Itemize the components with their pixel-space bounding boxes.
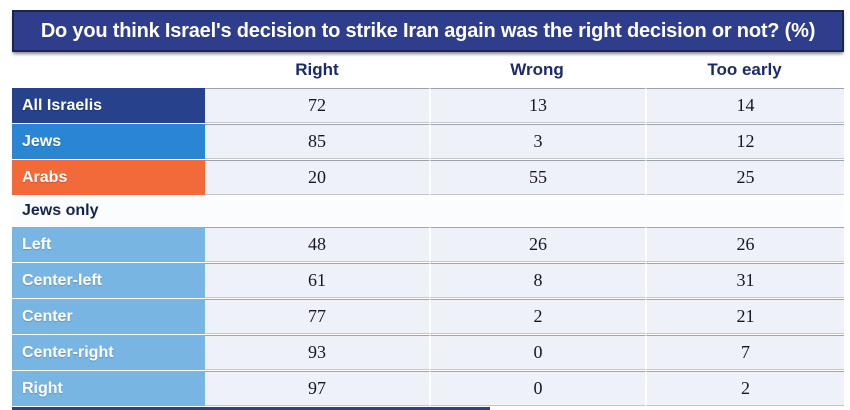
row-label: Center-left: [12, 263, 205, 298]
value-cell: 3: [429, 124, 645, 159]
value-cell: 77: [205, 299, 429, 334]
bottom-rule: [12, 407, 490, 410]
table-row: Center-left 61 8 31: [12, 263, 844, 298]
row-label: Arabs: [12, 160, 205, 195]
section-header-label: Jews only: [22, 202, 99, 219]
row-label: Left: [12, 227, 205, 262]
column-header-right: Right: [295, 60, 339, 79]
section-header-row: Jews only: [12, 196, 844, 226]
table-row: All Israelis 72 13 14: [12, 88, 844, 123]
value-cell: 93: [205, 335, 429, 370]
table-rows: All Israelis 72 13 14 Jews 85 3 12 Arabs 20 55 25 Je…: [12, 88, 844, 406]
value-cell: 61: [205, 263, 429, 298]
value-cell: 2: [429, 299, 645, 334]
value-cell: 14: [645, 88, 844, 123]
value-cell: 25: [645, 160, 844, 195]
value-cell: 7: [645, 335, 844, 370]
value-cell: 0: [429, 371, 645, 406]
value-cell: 0: [429, 335, 645, 370]
value-cell: 21: [645, 299, 844, 334]
table-row: Center-right 93 0 7: [12, 335, 844, 370]
question-title: Do you think Israel's decision to strike…: [40, 19, 816, 42]
row-label: All Israelis: [12, 88, 205, 123]
row-label: Center-right: [12, 335, 205, 370]
value-cell: 8: [429, 263, 645, 298]
value-cell: 85: [205, 124, 429, 159]
value-cell: 55: [429, 160, 645, 195]
column-header-row: Right Wrong Too early: [12, 52, 844, 88]
row-label: Right: [12, 371, 205, 406]
value-cell: 72: [205, 88, 429, 123]
value-cell: 2: [645, 371, 844, 406]
value-cell: 97: [205, 371, 429, 406]
poll-table: Do you think Israel's decision to strike…: [12, 10, 844, 410]
value-cell: 48: [205, 227, 429, 262]
table-row: Jews 85 3 12: [12, 124, 844, 159]
value-cell: 12: [645, 124, 844, 159]
row-label: Jews: [12, 124, 205, 159]
column-header-wrong: Wrong: [510, 60, 564, 79]
value-cell: 26: [429, 227, 645, 262]
value-cell: 13: [429, 88, 645, 123]
value-cell: 20: [205, 160, 429, 195]
column-header-too-early: Too early: [707, 60, 782, 79]
row-label: Center: [12, 299, 205, 334]
table-row: Right 97 0 2: [12, 371, 844, 406]
table-row: Arabs 20 55 25: [12, 160, 844, 195]
value-cell: 26: [645, 227, 844, 262]
table-row: Left 48 26 26: [12, 227, 844, 262]
value-cell: 31: [645, 263, 844, 298]
question-title-bar: Do you think Israel's decision to strike…: [12, 10, 844, 52]
table-row: Center 77 2 21: [12, 299, 844, 334]
